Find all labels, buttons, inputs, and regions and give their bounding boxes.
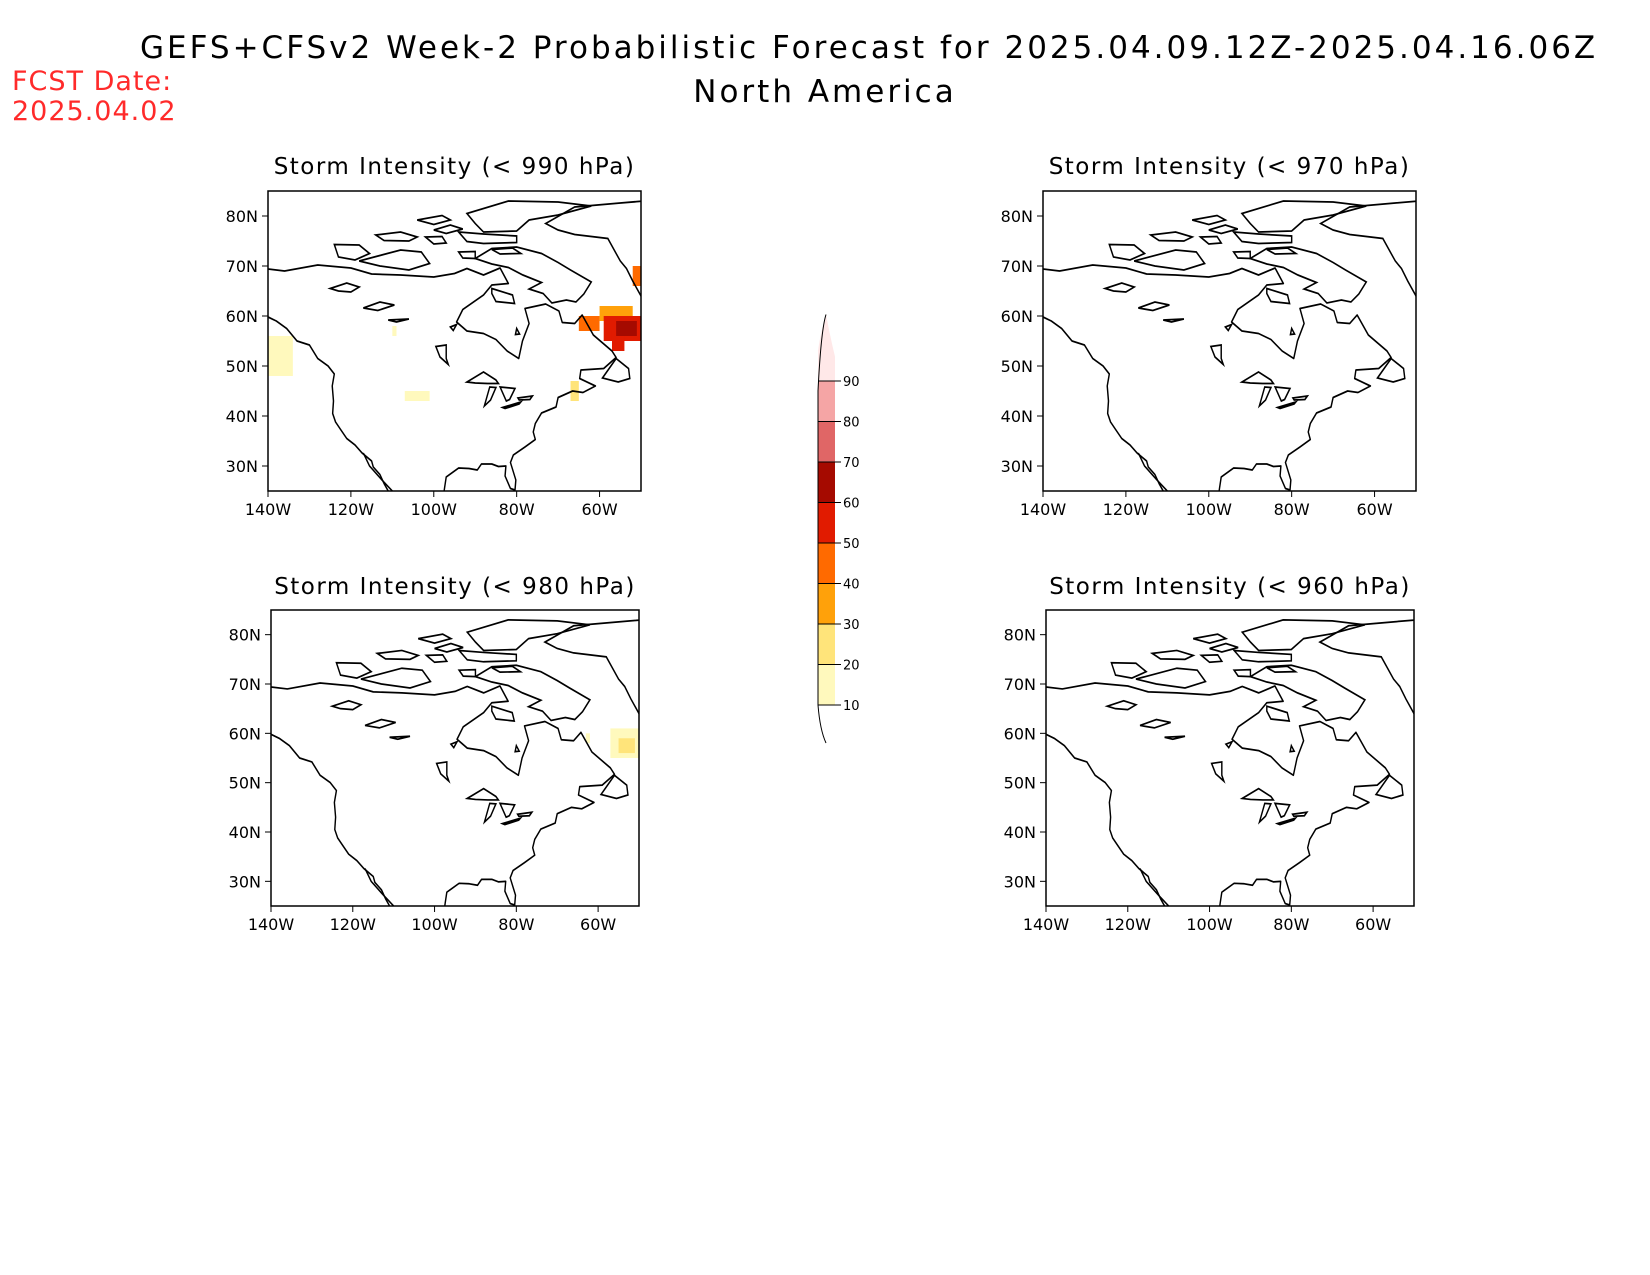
lat-tick-label: 80N: [1004, 626, 1036, 645]
colorbar-label: 20: [843, 659, 860, 674]
lon-tick-label: 120W: [330, 915, 377, 934]
lon-tick-label: 140W: [245, 500, 292, 519]
lat-tick-label: 30N: [1001, 457, 1033, 476]
colorbar-swatch: [818, 381, 835, 422]
panel-title: Storm Intensity (< 980 hPa): [274, 574, 636, 600]
lat-tick-label: 50N: [1004, 774, 1036, 793]
map-panel-p960: Storm Intensity (< 960 hPa) 30N 40N 50N 60N 7…: [1004, 574, 1415, 934]
lat-tick-label: 60N: [229, 724, 261, 743]
probability-cell: [392, 326, 397, 336]
lat-tick-label: 30N: [1004, 872, 1036, 891]
panel-title: Storm Intensity (< 960 hPa): [1049, 574, 1411, 600]
colorbar-label: 70: [843, 456, 860, 471]
probability-cell: [616, 321, 637, 336]
lon-tick-label: 100W: [411, 915, 458, 934]
lon-tick-label: 80W: [499, 500, 535, 519]
probability-cell: [618, 738, 635, 754]
lon-tick-label: 100W: [411, 500, 458, 519]
panels-layer: Storm Intensity (< 990 hPa) 30N 40N 50N 60N 7…: [226, 154, 1417, 934]
lon-tick-label: 100W: [1186, 915, 1233, 934]
lat-tick-label: 50N: [1001, 357, 1033, 376]
lon-tick-label: 60W: [580, 915, 616, 934]
lon-tick-label: 120W: [1103, 500, 1150, 519]
colorbar-swatch: [818, 421, 835, 462]
lon-tick-label: 80W: [1273, 915, 1309, 934]
lat-tick-label: 40N: [226, 407, 258, 426]
lon-tick-label: 120W: [328, 500, 375, 519]
colorbar-tail: [817, 704, 827, 744]
map-panel-p970: Storm Intensity (< 970 hPa) 30N 40N 50N 60N 7…: [1001, 154, 1417, 519]
lat-tick-label: 60N: [1004, 724, 1036, 743]
lon-tick-label: 120W: [1105, 915, 1152, 934]
colorbar-swatch: [818, 583, 835, 624]
probability-cell: [632, 266, 641, 286]
colorbar-label: 60: [843, 497, 860, 512]
map-panel-p990: Storm Intensity (< 990 hPa) 30N 40N 50N 60N 7…: [226, 154, 642, 519]
lat-tick-label: 70N: [226, 257, 258, 276]
probability-cell: [585, 733, 590, 744]
lat-tick-label: 70N: [229, 675, 261, 694]
lat-tick-label: 80N: [226, 207, 258, 226]
lon-tick-label: 140W: [248, 915, 295, 934]
panel-title: Storm Intensity (< 970 hPa): [1049, 154, 1411, 180]
lat-tick-label: 70N: [1001, 257, 1033, 276]
lat-tick-label: 50N: [229, 774, 261, 793]
colorbar-label: 10: [843, 699, 860, 714]
lat-tick-label: 30N: [226, 457, 258, 476]
colorbar-swatch: [818, 624, 835, 665]
lon-tick-label: 80W: [1274, 500, 1310, 519]
lon-tick-label: 140W: [1020, 500, 1067, 519]
lon-tick-label: 140W: [1023, 915, 1070, 934]
colorbar: 10 20 30 40 50 60 70 80 90: [817, 314, 860, 744]
map-frame: [270, 609, 640, 907]
lat-tick-label: 70N: [1004, 675, 1036, 694]
lat-tick-label: 60N: [1001, 307, 1033, 326]
probability-cell: [404, 391, 430, 401]
lon-tick-label: 60W: [581, 500, 617, 519]
main-title: GEFS+CFSv2 Week-2 Probabilistic Forecast…: [140, 30, 1599, 66]
lat-tick-label: 40N: [1001, 407, 1033, 426]
map-frame: [267, 190, 642, 492]
forecast-date-value: 2025.04.02: [12, 96, 177, 127]
lat-tick-label: 60N: [226, 307, 258, 326]
probability-cell: [268, 336, 293, 376]
colorbar-outline: [817, 314, 827, 705]
lat-tick-label: 40N: [229, 823, 261, 842]
map-frame: [1042, 190, 1417, 492]
colorbar-swatch: [818, 543, 835, 584]
coastline: [271, 616, 639, 906]
coastline: [1043, 197, 1416, 491]
colorbar-label: 40: [843, 578, 860, 593]
map-panel-p980: Storm Intensity (< 980 hPa) 30N 40N 50N 60N 7…: [229, 574, 640, 934]
lat-tick-label: 80N: [229, 626, 261, 645]
colorbar-swatch: [818, 502, 835, 543]
colorbar-swatch: [818, 664, 835, 705]
lon-tick-label: 100W: [1186, 500, 1233, 519]
forecast-date-label: FCST Date:: [12, 66, 173, 97]
lon-tick-label: 60W: [1355, 915, 1391, 934]
lon-tick-label: 80W: [498, 915, 534, 934]
lat-tick-label: 50N: [226, 357, 258, 376]
lat-tick-label: 30N: [229, 872, 261, 891]
colorbar-label: 80: [843, 416, 860, 431]
region-subtitle: North America: [693, 74, 957, 110]
colorbar-label: 30: [843, 618, 860, 633]
colorbar-label: 50: [843, 537, 860, 552]
lon-tick-label: 60W: [1356, 500, 1392, 519]
coastline: [1046, 616, 1414, 906]
panel-title: Storm Intensity (< 990 hPa): [274, 154, 636, 180]
colorbar-label: 90: [843, 375, 860, 390]
coastline: [268, 197, 641, 491]
lat-tick-label: 80N: [1001, 207, 1033, 226]
lat-tick-label: 40N: [1004, 823, 1036, 842]
colorbar-swatch: [818, 462, 835, 503]
map-frame: [1045, 609, 1415, 907]
